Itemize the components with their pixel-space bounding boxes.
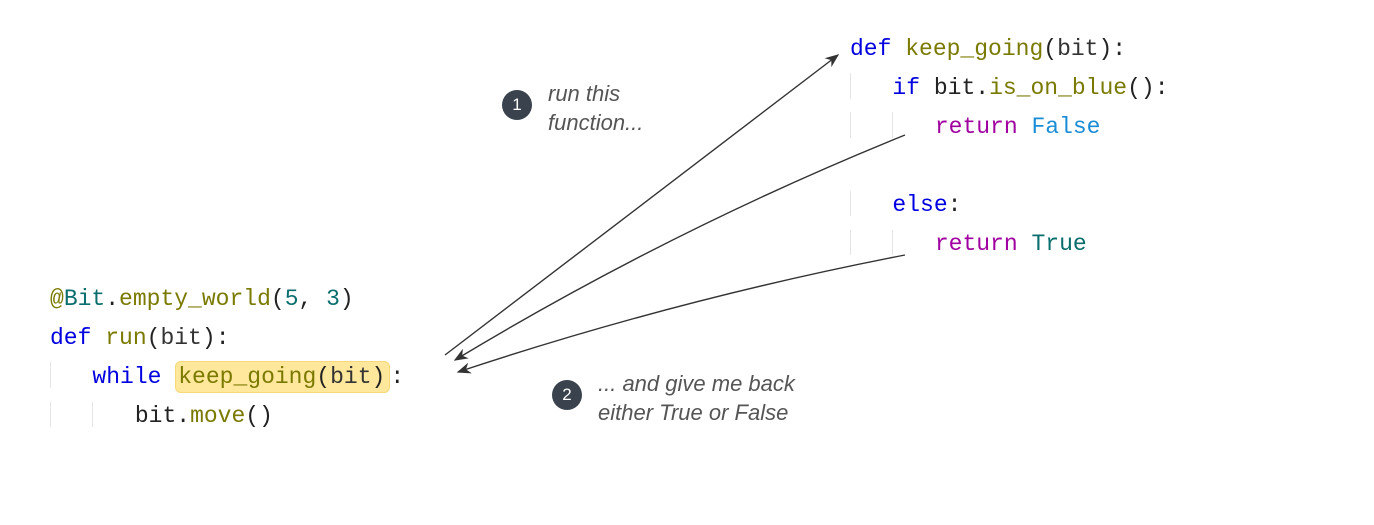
token: empty_world: [119, 286, 271, 312]
token: True: [1031, 231, 1086, 257]
token: is_on_blue: [989, 75, 1127, 101]
token: return: [935, 114, 1032, 140]
token: def: [50, 325, 105, 351]
token: keep_going: [905, 36, 1043, 62]
token: :: [216, 325, 230, 351]
token: :: [948, 192, 962, 218]
token: .: [975, 75, 989, 101]
token: .: [105, 286, 119, 312]
token: (: [271, 286, 285, 312]
code-right-block: def keep_going(bit): if bit.is_on_blue()…: [850, 30, 1169, 265]
token: :: [1155, 75, 1169, 101]
annotation-2: ... and give me backeither True or False: [598, 370, 795, 427]
token: def: [850, 36, 905, 62]
token: Bit: [64, 286, 105, 312]
code-line: while keep_going(bit):: [50, 358, 404, 397]
token: bit: [934, 75, 975, 101]
token: bit: [330, 364, 371, 390]
token: (: [147, 325, 161, 351]
code-line: if bit.is_on_blue():: [850, 69, 1169, 108]
token: bit: [135, 403, 176, 429]
highlighted-call: keep_going(bit): [175, 361, 390, 393]
annotation-1: run thisfunction...: [548, 80, 643, 137]
annotation-line: function...: [548, 109, 643, 138]
token: ): [1098, 36, 1112, 62]
token: bit: [1057, 36, 1098, 62]
annotation-line: run this: [548, 80, 643, 109]
code-line: return True: [850, 225, 1169, 264]
arrow: [458, 255, 905, 372]
code-line: return False: [850, 108, 1169, 147]
code-line: [850, 147, 1169, 186]
code-line: def keep_going(bit):: [850, 30, 1169, 69]
code-line: @Bit.empty_world(5, 3): [50, 280, 404, 319]
token: (: [316, 364, 330, 390]
token: @: [50, 286, 64, 312]
annotation-line: either True or False: [598, 399, 795, 428]
token: bit: [160, 325, 201, 351]
arrow: [455, 135, 905, 360]
token: while: [92, 364, 175, 390]
token: keep_going: [178, 364, 316, 390]
token: (): [245, 403, 273, 429]
token: ): [202, 325, 216, 351]
token: (: [1043, 36, 1057, 62]
token: ): [340, 286, 354, 312]
step-badge: 1: [502, 90, 532, 120]
token: move: [190, 403, 245, 429]
token: :: [1112, 36, 1126, 62]
step-badge: 2: [552, 380, 582, 410]
token: if: [892, 75, 933, 101]
code-left-block: @Bit.empty_world(5, 3)def run(bit): whil…: [50, 280, 404, 436]
code-line: def run(bit):: [50, 319, 404, 358]
code-line: else:: [850, 186, 1169, 225]
token: False: [1031, 114, 1100, 140]
annotation-line: ... and give me back: [598, 370, 795, 399]
token: 3: [326, 286, 340, 312]
token: return: [935, 231, 1032, 257]
token: ,: [299, 286, 327, 312]
token: ): [372, 364, 386, 390]
token: else: [892, 192, 947, 218]
code-line: bit.move(): [50, 397, 404, 436]
token: :: [390, 364, 404, 390]
token: 5: [285, 286, 299, 312]
token: .: [176, 403, 190, 429]
token: run: [105, 325, 146, 351]
token: (): [1127, 75, 1155, 101]
